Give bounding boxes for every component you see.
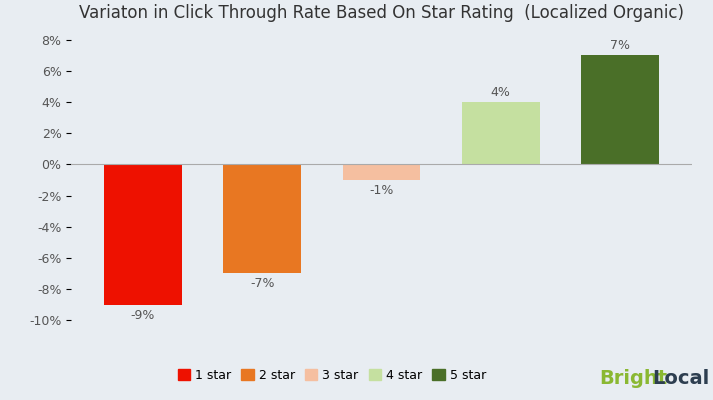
Text: -7%: -7% <box>250 277 275 290</box>
Title: Variaton in Click Through Rate Based On Star Rating  (Localized Organic): Variaton in Click Through Rate Based On … <box>79 4 684 22</box>
Bar <box>223 164 301 274</box>
Text: -9%: -9% <box>130 308 155 322</box>
Text: 4%: 4% <box>491 86 511 99</box>
Text: -1%: -1% <box>369 184 394 197</box>
Bar <box>343 164 420 180</box>
Bar <box>462 102 540 164</box>
Bar <box>104 164 182 305</box>
Text: 7%: 7% <box>610 39 630 52</box>
Legend: 1 star, 2 star, 3 star, 4 star, 5 star: 1 star, 2 star, 3 star, 4 star, 5 star <box>173 364 491 387</box>
Text: Local: Local <box>652 369 709 388</box>
Bar <box>581 55 659 164</box>
Text: Bright: Bright <box>599 369 667 388</box>
